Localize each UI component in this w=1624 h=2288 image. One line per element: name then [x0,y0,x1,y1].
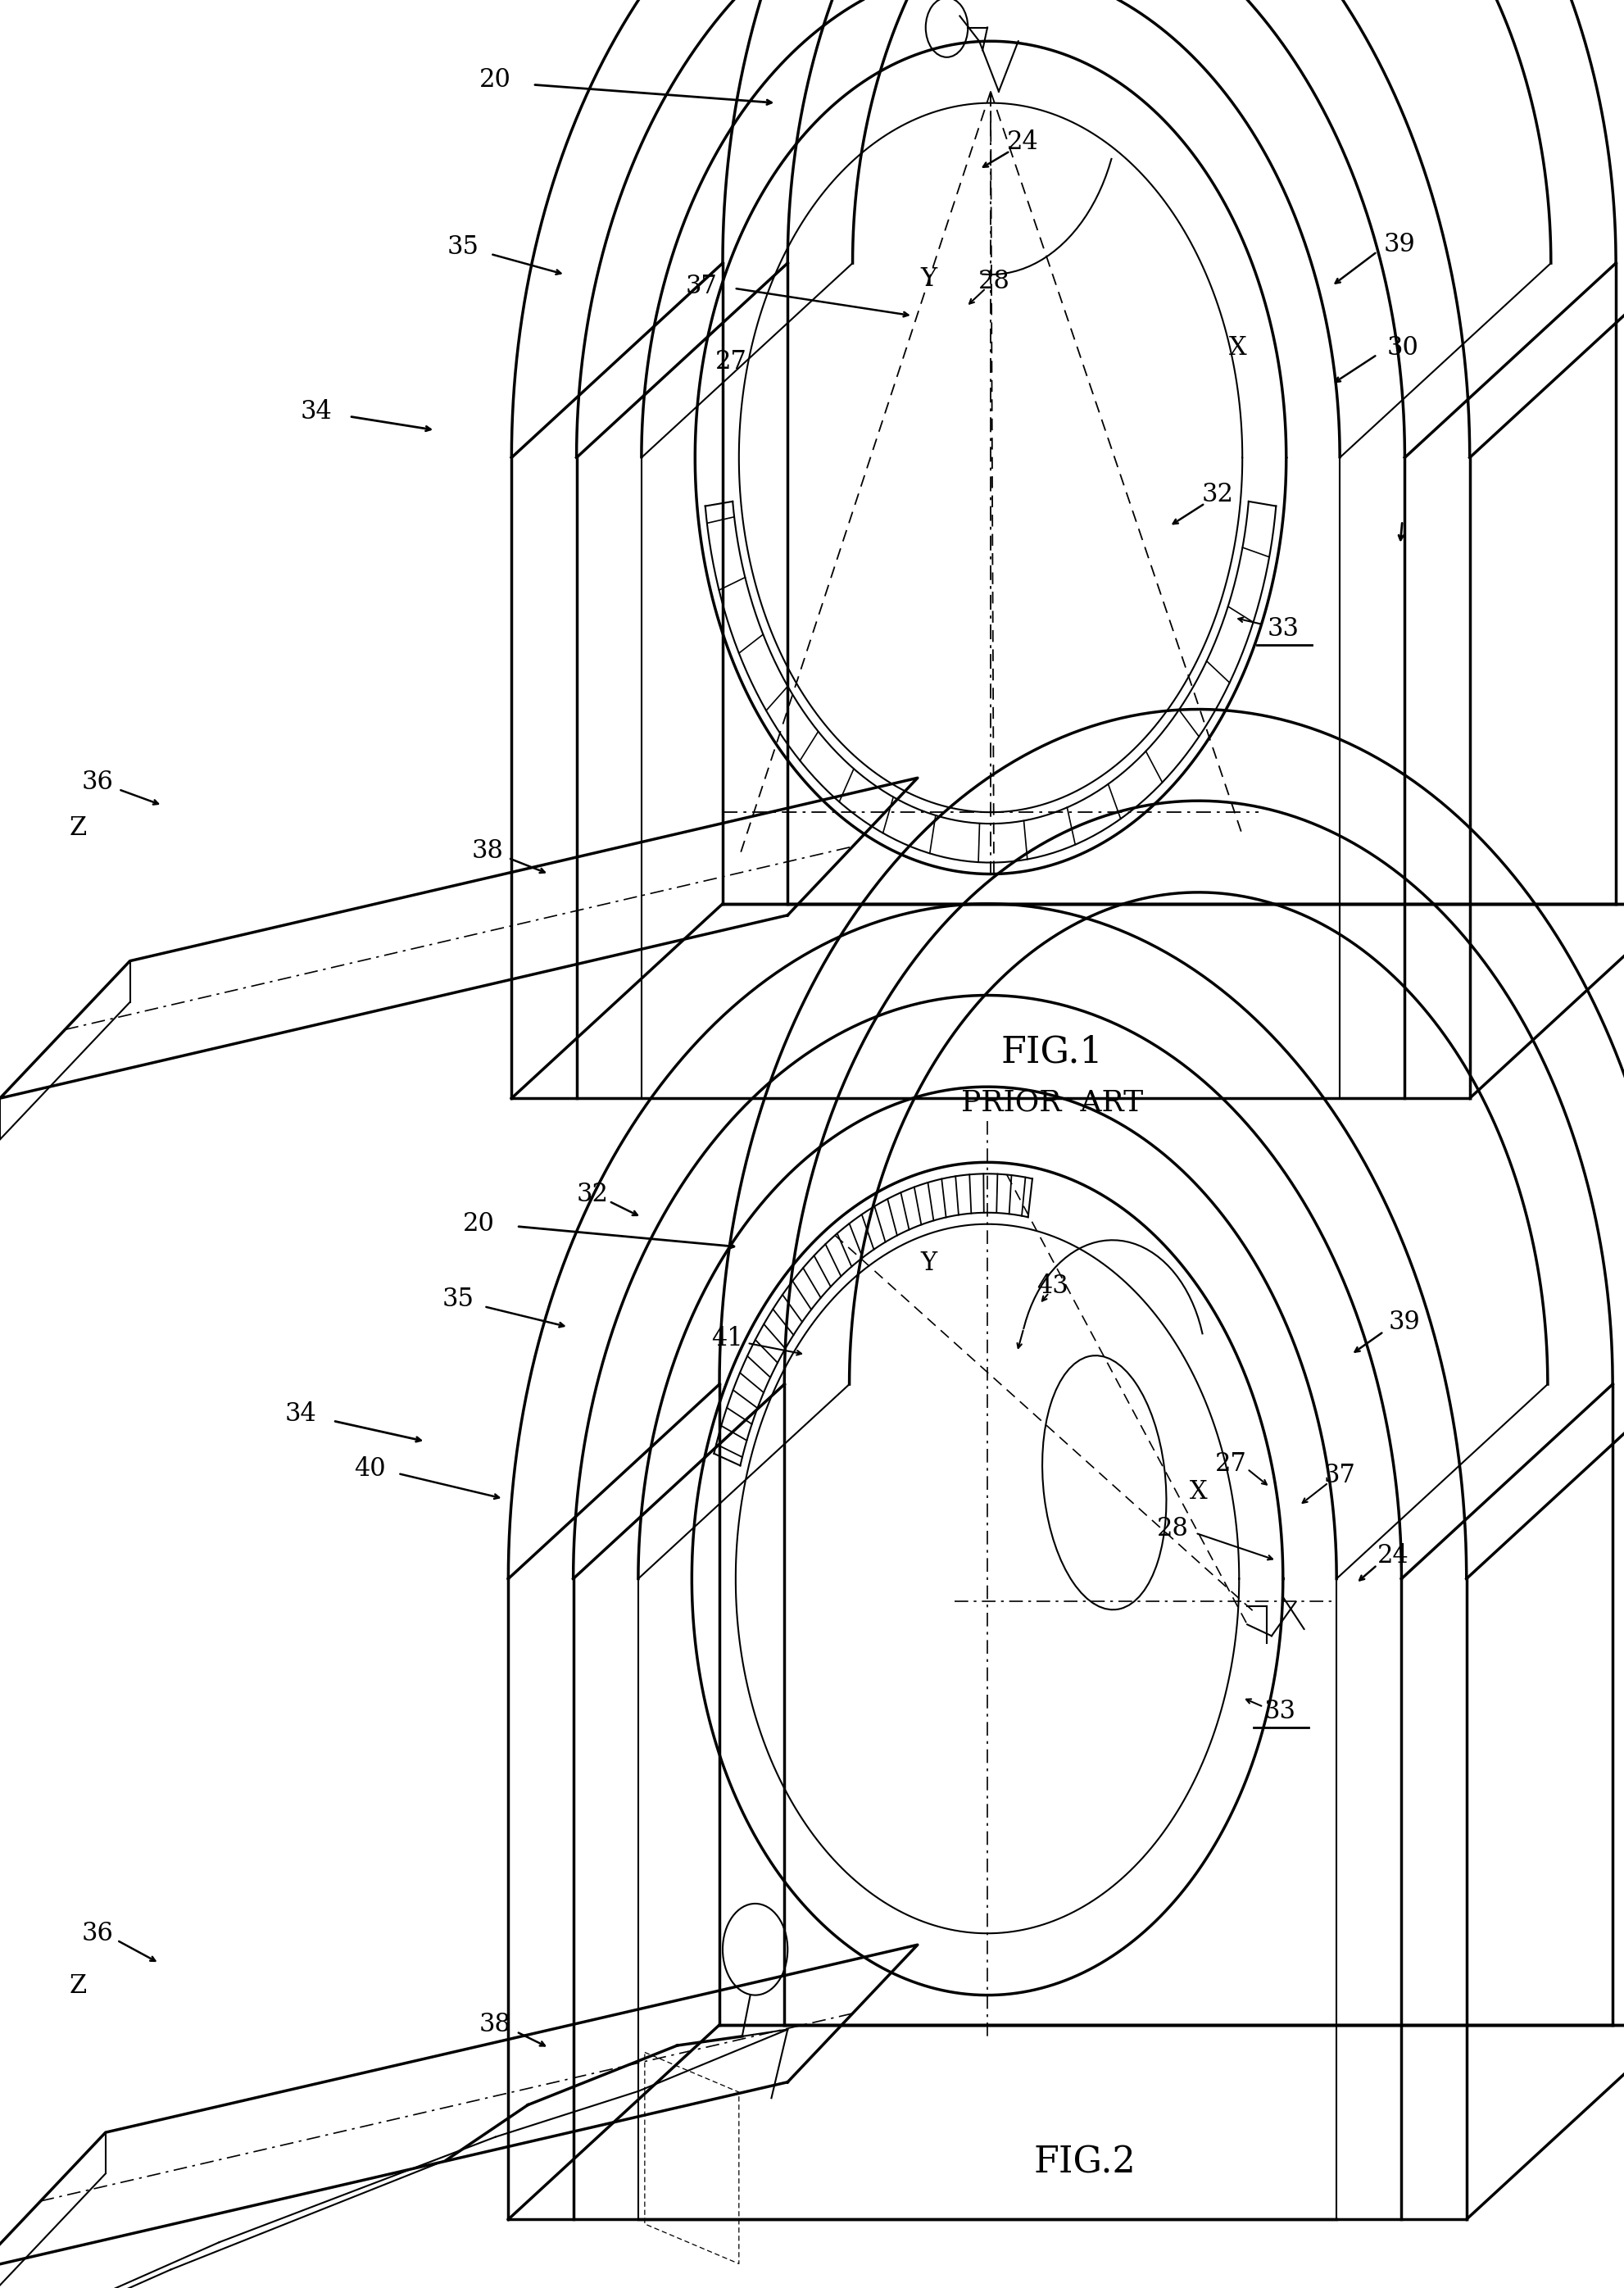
Text: 37: 37 [1324,1462,1356,1489]
Text: 39: 39 [1384,231,1416,259]
Text: 38: 38 [479,2011,512,2039]
Text: 36: 36 [81,769,114,796]
Text: 33: 33 [1267,615,1299,643]
Text: Y: Y [921,265,937,293]
Text: 27: 27 [715,348,747,375]
Text: Y: Y [921,1249,937,1277]
Text: X: X [1190,1478,1207,1506]
Text: Z: Z [70,1972,86,2000]
Text: 27: 27 [1215,1451,1247,1478]
Text: 37: 37 [685,272,718,300]
Text: FIG.1: FIG.1 [1002,1034,1103,1071]
Text: PRIOR  ART: PRIOR ART [961,1089,1143,1117]
Text: 34: 34 [284,1400,317,1428]
Text: 24: 24 [1377,1542,1410,1570]
Text: 24: 24 [1007,128,1039,156]
Text: 34: 34 [300,398,333,426]
Text: 35: 35 [442,1286,474,1313]
Text: X: X [1229,334,1246,362]
Text: 35: 35 [447,233,479,261]
Text: 39: 39 [1389,1309,1421,1336]
Text: 28: 28 [978,268,1010,295]
Text: 41: 41 [711,1325,744,1352]
Text: 32: 32 [577,1181,609,1208]
Text: Z: Z [70,815,86,842]
Text: 36: 36 [81,1920,114,1947]
Text: 28: 28 [1156,1515,1189,1542]
Text: 30: 30 [1387,334,1419,362]
Text: 40: 40 [354,1455,387,1483]
Text: 20: 20 [463,1210,495,1238]
Text: 38: 38 [471,837,503,865]
Text: FIG.2: FIG.2 [1034,2144,1135,2180]
Text: 32: 32 [1202,480,1234,508]
Text: 43: 43 [1036,1272,1069,1300]
Text: 20: 20 [479,66,512,94]
Text: 33: 33 [1263,1698,1296,1725]
